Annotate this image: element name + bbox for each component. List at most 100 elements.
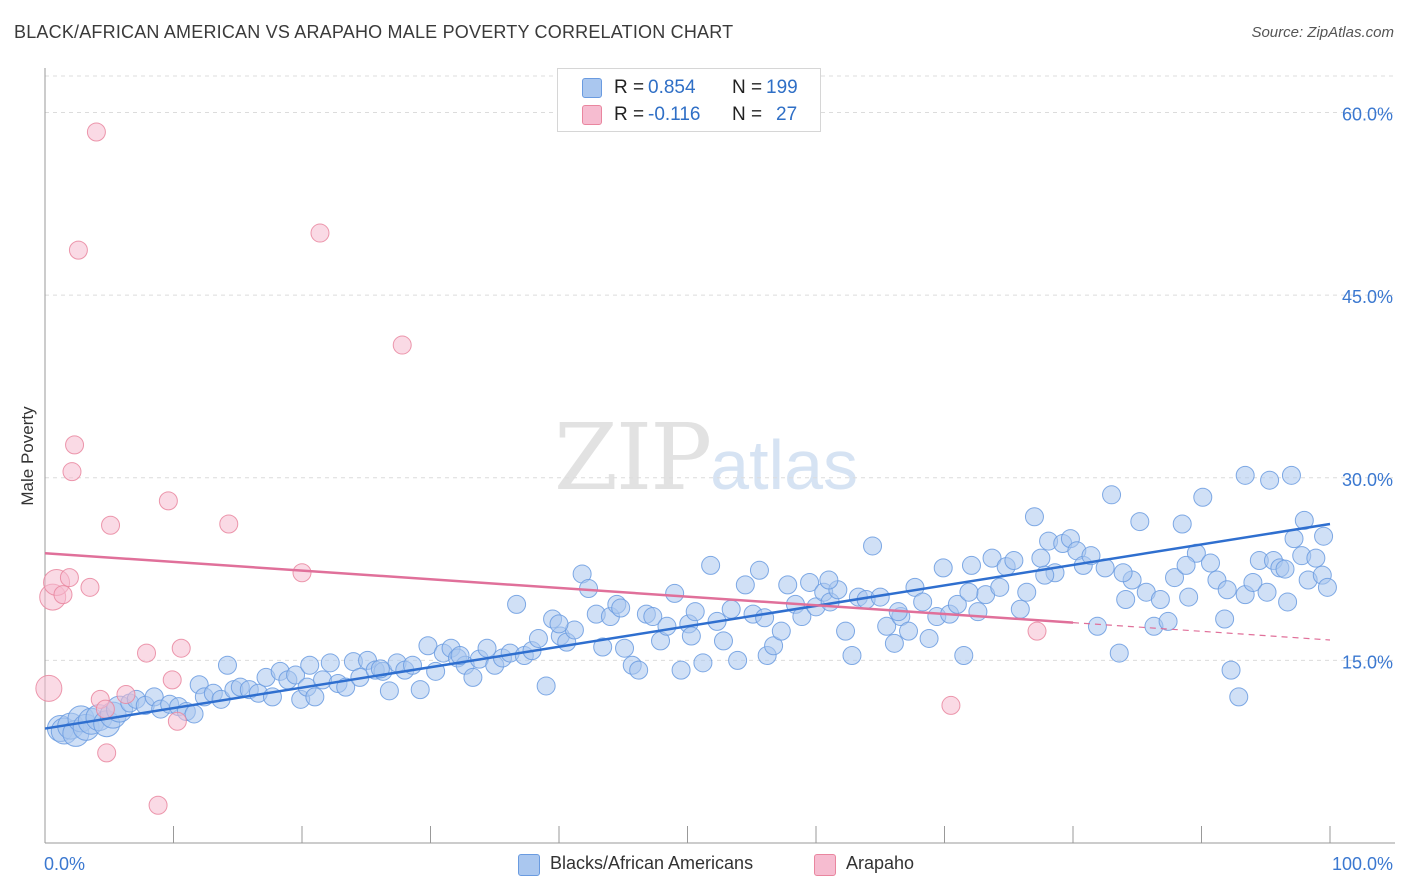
- data-point-blacks: [913, 592, 933, 612]
- data-point-blacks: [1179, 587, 1199, 607]
- data-point-arapaho: [158, 491, 178, 511]
- data-point-blacks: [1150, 590, 1170, 610]
- data-point-blacks: [286, 665, 306, 685]
- data-point-arapaho: [95, 699, 115, 719]
- data-point-blacks: [968, 602, 988, 622]
- data-point-blacks: [1260, 470, 1280, 490]
- data-point-arapaho: [68, 240, 88, 260]
- legend-r-label: R =: [614, 104, 645, 125]
- legend-r-value: -0.116: [648, 104, 701, 125]
- data-point-blacks: [1130, 512, 1150, 532]
- data-point-blacks: [693, 653, 713, 673]
- trend-line-blacks: [44, 522, 1331, 730]
- data-point-blacks: [1109, 643, 1129, 663]
- data-point-arapaho: [171, 638, 191, 658]
- data-point-blacks: [771, 621, 791, 641]
- data-point-blacks: [463, 667, 483, 687]
- data-point-arapaho: [310, 223, 330, 243]
- data-point-blacks: [1215, 609, 1235, 629]
- data-point-arapaho: [53, 585, 73, 605]
- data-point-blacks: [536, 676, 556, 696]
- data-point-blacks: [615, 638, 635, 658]
- data-point-blacks: [899, 621, 919, 641]
- data-point-blacks: [1284, 529, 1304, 549]
- data-point-arapaho: [167, 711, 187, 731]
- data-point-arapaho: [86, 122, 106, 142]
- watermark: ZIPatlas: [554, 404, 858, 511]
- legend-n-label: N =: [732, 77, 763, 98]
- data-point-blacks: [665, 583, 685, 603]
- data-point-blacks: [800, 572, 820, 592]
- data-point-blacks: [1116, 590, 1136, 610]
- data-point-blacks: [1113, 563, 1133, 583]
- data-point-arapaho: [65, 435, 85, 455]
- data-point-arapaho: [292, 563, 312, 583]
- data-point-arapaho: [219, 514, 239, 534]
- data-point-blacks: [1004, 551, 1024, 571]
- y-tick-label: 15.0%: [1342, 652, 1393, 672]
- data-point-blacks: [1235, 465, 1255, 485]
- legend-r-value: 0.854: [648, 77, 696, 98]
- data-point-blacks: [320, 653, 340, 673]
- source-credit: Source: ZipAtlas.com: [1251, 24, 1394, 41]
- legend-r-label: R =: [614, 77, 645, 98]
- data-point-blacks: [884, 633, 904, 653]
- data-point-blacks: [1102, 485, 1122, 505]
- data-point-arapaho: [116, 684, 136, 704]
- data-point-blacks: [819, 570, 839, 590]
- data-point-blacks: [919, 628, 939, 648]
- data-point-blacks: [1087, 616, 1107, 636]
- data-point-blacks: [961, 555, 981, 575]
- data-point-blacks: [947, 594, 967, 614]
- data-point-blacks: [990, 577, 1010, 597]
- data-point-blacks: [836, 621, 856, 641]
- data-point-blacks: [629, 660, 649, 680]
- data-point-arapaho: [162, 670, 182, 690]
- data-point-arapaho: [941, 695, 961, 715]
- data-point-blacks: [1200, 553, 1220, 573]
- data-point-arapaho: [59, 568, 79, 588]
- data-point-blacks: [418, 636, 438, 656]
- data-point-blacks: [701, 555, 721, 575]
- legend-n-label: N =: [732, 104, 763, 125]
- legend-n-value: 199: [766, 77, 798, 98]
- data-point-blacks: [1275, 559, 1295, 579]
- data-point-blacks: [1281, 465, 1301, 485]
- y-tick-label: 60.0%: [1342, 105, 1393, 125]
- data-point-blacks: [877, 616, 897, 636]
- data-point-arapaho: [35, 674, 63, 702]
- data-point-blacks: [1243, 572, 1263, 592]
- data-point-arapaho: [101, 515, 121, 535]
- x-tick-label: 0.0%: [44, 854, 85, 874]
- data-point-blacks: [842, 646, 862, 666]
- data-point-arapaho: [148, 795, 168, 815]
- data-point-blacks: [685, 602, 705, 622]
- data-point-blacks: [528, 628, 548, 648]
- data-point-blacks: [611, 598, 631, 618]
- data-point-blacks: [1017, 582, 1037, 602]
- correlation-legend: R = 0.854 N = 199 R = -0.116 N = 27: [557, 68, 821, 132]
- chart-title: BLACK/AFRICAN AMERICAN VS ARAPAHO MALE P…: [14, 22, 734, 42]
- bottom-legend-label-blacks: Blacks/African Americans: [550, 853, 754, 873]
- data-point-blacks: [379, 681, 399, 701]
- data-point-blacks: [1229, 687, 1249, 707]
- data-point-blacks: [1278, 592, 1298, 612]
- bottom-legend-swatch-arapaho: [814, 854, 836, 876]
- bottom-legend-label-arapaho: Arapaho: [846, 853, 915, 873]
- data-point-blacks: [1010, 599, 1030, 619]
- data-point-arapaho: [392, 335, 412, 355]
- data-point-blacks: [507, 594, 527, 614]
- data-point-blacks: [305, 687, 325, 707]
- data-point-blacks: [1031, 548, 1051, 568]
- data-point-blacks: [749, 560, 769, 580]
- legend-swatch-arapaho: [582, 105, 602, 125]
- data-point-blacks: [184, 704, 204, 724]
- legend-n-value: 27: [776, 104, 798, 125]
- data-point-blacks: [657, 616, 677, 636]
- data-point-blacks: [671, 660, 691, 680]
- data-point-blacks: [863, 536, 883, 556]
- y-tick-label: 45.0%: [1342, 287, 1393, 307]
- data-point-blacks: [728, 650, 748, 670]
- data-point-blacks: [549, 614, 569, 634]
- data-point-blacks: [300, 655, 320, 675]
